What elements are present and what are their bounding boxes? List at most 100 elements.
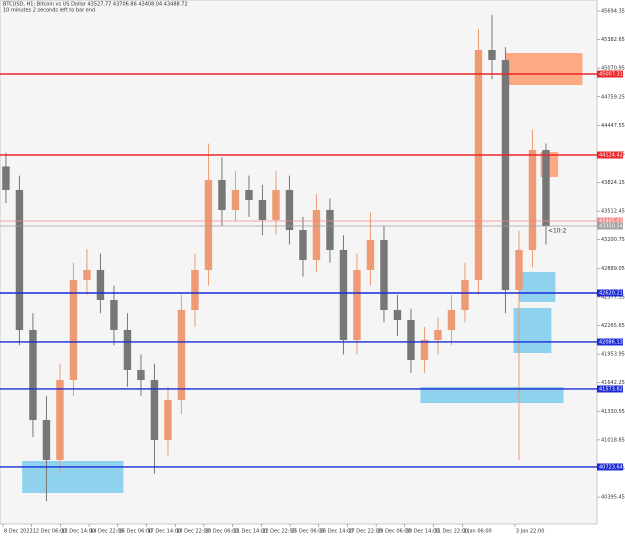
candle-body (150, 379, 159, 440)
candle-body (366, 239, 375, 270)
bar-timer: <10:2 (548, 228, 567, 235)
candle-body (501, 59, 510, 290)
level-label: 42620.21 (599, 290, 623, 296)
candle-body (42, 419, 51, 460)
level-label-bg (597, 385, 623, 393)
candle-body (542, 149, 550, 227)
candle-body (339, 249, 348, 340)
candle-body (110, 299, 118, 330)
y-tick-label: 42889.05 (601, 266, 625, 272)
candle-body (15, 189, 24, 330)
candle-body (461, 279, 469, 310)
y-tick-label: 40395.45 (601, 495, 625, 501)
level-label: 43405.03 (599, 218, 623, 224)
candle-body (96, 269, 105, 300)
level-label: 45007.31 (599, 72, 623, 78)
chart-title: BTCUSD, H1: Bitcoin vs US Dollar 43527.7… (3, 2, 188, 8)
candle-body (29, 329, 37, 420)
candle-body (258, 199, 267, 220)
y-tick-label: 45694.35 (601, 8, 625, 14)
candle-body (434, 329, 442, 340)
x-tick-label: 20 Dec 06:00 (205, 529, 239, 535)
candle-body (353, 269, 361, 340)
level-label-bg (597, 217, 623, 225)
level-label: 41573.82 (599, 386, 623, 392)
candle-body (312, 209, 321, 260)
y-tick-label: 45382.65 (601, 37, 625, 43)
y-tick-label: 45070.95 (601, 66, 625, 72)
zone (513, 307, 552, 353)
level-label: 42086.13 (599, 339, 623, 345)
candle-body (83, 269, 91, 280)
y-tick-label: 44447.55 (601, 123, 625, 129)
plot-area (0, 0, 598, 525)
y-tick-label: 42265.65 (601, 323, 625, 329)
candle-body (380, 239, 388, 310)
level-label-bg (597, 338, 623, 346)
x-tick-label: 12 Dec 06:00 (33, 529, 67, 535)
zone (505, 53, 583, 86)
level-label: 43350.54 (599, 223, 623, 229)
x-tick-label: 3 Jan 22:00 (516, 529, 544, 535)
candle-body (204, 179, 213, 270)
level-label-bg (597, 463, 623, 471)
candle-body (245, 189, 253, 200)
y-tick-label: 41330.55 (601, 409, 625, 415)
candle-body (137, 369, 145, 380)
candle-body (515, 249, 523, 290)
y-tick-label: 41642.25 (601, 380, 625, 386)
candle-body (393, 309, 402, 320)
candle-body (164, 399, 172, 440)
candle-body (218, 179, 226, 210)
candle-body (191, 269, 199, 310)
y-tick-label: 43824.15 (601, 180, 625, 186)
x-tick-label: 21 Dec 14:00 (234, 529, 268, 535)
candle-body (407, 319, 415, 360)
y-tick-label: 41953.95 (601, 352, 625, 358)
x-tick-label: 8 Dec 2023 (4, 529, 33, 535)
candle-body (231, 189, 240, 210)
x-tick-label: 14 Dec 22:00 (90, 529, 124, 535)
x-tick-label: 25 Dec 06:00 (291, 529, 325, 535)
y-tick-label: 43200.75 (601, 237, 625, 243)
candle-body (326, 209, 334, 250)
zone (420, 386, 564, 403)
candle-body (177, 309, 186, 400)
x-tick-label: 2 Jan 06:00 (463, 529, 491, 535)
level-label: 40723.64 (599, 464, 623, 470)
x-tick-label: 30 Dec 14:00 (406, 529, 440, 535)
y-tick-label: 43512.45 (601, 209, 625, 215)
x-tick-label: 29 Dec 06:00 (377, 529, 411, 535)
x-tick-label: 31 Dec 22:00 (435, 529, 469, 535)
candle-body (285, 189, 294, 230)
candle-body (488, 49, 496, 60)
level-label-bg (597, 222, 623, 230)
candle-body (299, 229, 307, 260)
x-tick-label: 13 Dec 14:00 (61, 529, 95, 535)
x-tick-label: 26 Dec 14:00 (320, 529, 354, 535)
x-tick-label: 17 Dec 14:00 (147, 529, 181, 535)
level-label-bg (597, 151, 623, 159)
zone (22, 460, 124, 493)
candle-body (528, 149, 537, 250)
zone (518, 271, 556, 302)
candle-body (447, 309, 456, 330)
x-tick-label: 16 Dec 06:00 (119, 529, 153, 535)
x-tick-label: 27 Dec 22:00 (348, 529, 382, 535)
chart-subtitle: 10 minutes 2 seconds left to bar end (3, 8, 95, 14)
candle-body (69, 279, 78, 380)
x-tick-label: 18 Dec 22:00 (176, 529, 210, 535)
level-label-bg (597, 289, 623, 297)
candle-body (123, 329, 132, 370)
candle-body (2, 166, 10, 190)
level-label-bg (597, 70, 623, 78)
level-label: 44124.42 (599, 152, 623, 158)
x-tick-label: 22 Dec 22:00 (262, 529, 296, 535)
candle-body (420, 339, 429, 360)
y-tick-label: 44759.25 (601, 94, 625, 100)
candle-body (272, 189, 280, 220)
candle-body (56, 379, 64, 460)
y-tick-label: 41018.85 (601, 437, 625, 443)
